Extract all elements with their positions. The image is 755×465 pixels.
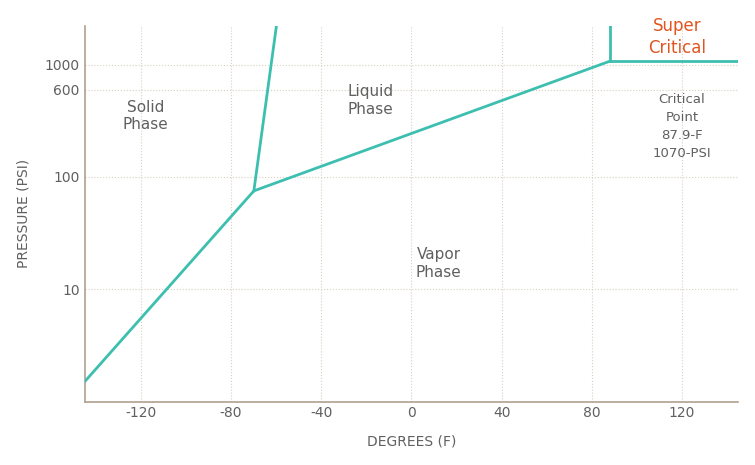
X-axis label: DEGREES (F): DEGREES (F) <box>367 434 456 448</box>
Text: Solid
Phase: Solid Phase <box>122 100 168 132</box>
Text: Vapor
Phase: Vapor Phase <box>415 247 461 279</box>
Text: Super
Critical: Super Critical <box>649 17 707 57</box>
Y-axis label: PRESSURE (PSI): PRESSURE (PSI) <box>17 159 31 268</box>
Text: Critical
Point
87.9-F
1070-PSI: Critical Point 87.9-F 1070-PSI <box>652 93 711 160</box>
Text: Liquid
Phase: Liquid Phase <box>348 84 394 117</box>
